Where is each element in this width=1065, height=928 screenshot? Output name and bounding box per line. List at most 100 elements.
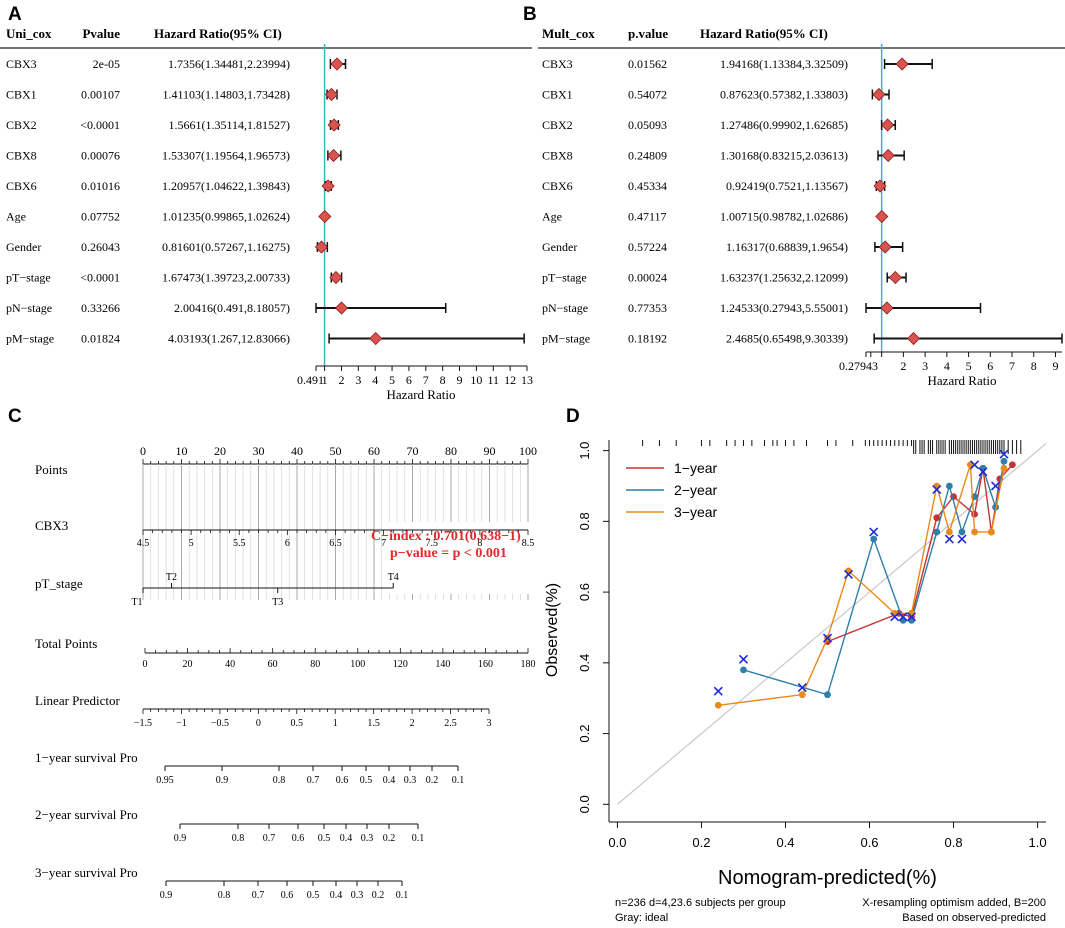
row-label: CBX1 <box>6 88 37 102</box>
row-hazard-ratio-text: 1.27486(0.99902,1.62685) <box>720 118 848 132</box>
row-pvalue: 0.57224 <box>628 240 667 254</box>
survival-tick-label: 0.7 <box>307 775 320 786</box>
series-point-3-year <box>891 609 899 617</box>
cbx3-tick-label: 6.5 <box>329 538 342 549</box>
row-pvalue: 0.05093 <box>628 118 667 132</box>
points-tick-label: 80 <box>445 444 457 458</box>
y-tick-label: 0.2 <box>577 725 592 743</box>
resampled-cross-mark <box>932 484 942 495</box>
series-point-3-year <box>714 701 722 709</box>
linear-predictor-tick-label: 2.5 <box>444 718 457 729</box>
row-label: Gender <box>6 240 41 254</box>
cbx3-tick-label: 8 <box>477 538 482 549</box>
row-label: 1−year survival Pro <box>35 750 138 765</box>
row-pvalue: 0.01562 <box>628 57 667 71</box>
resampled-cross-mark <box>797 683 807 693</box>
series-point-3-year <box>945 528 953 536</box>
x-tick-label: 3 <box>922 359 928 373</box>
cbx3-tick-label: 7 <box>381 538 386 549</box>
row-label: CBX8 <box>542 149 573 163</box>
row-pvalue: 0.26043 <box>81 240 120 254</box>
survival-tick-label: 0.2 <box>383 833 396 844</box>
row-hazard-ratio-text: 1.20957(1.04622,1.39843) <box>162 179 290 193</box>
forest-plot-univariate: Uni_cox Pvalue Hazard Ratio(95% CI) CBX3 2e-… <box>0 26 533 402</box>
x-tick-label: 0.6 <box>860 835 878 850</box>
row-hazard-ratio-text: 1.63237(1.25632,2.12099) <box>720 271 848 285</box>
row-label: pT_stage <box>35 576 83 591</box>
row-label: pN−stage <box>542 301 588 315</box>
row-label: Total Points <box>35 636 97 651</box>
survival-tick-label: 0.1 <box>396 890 409 901</box>
x-tick-label: 5 <box>966 359 972 373</box>
row-label: Linear Predictor <box>35 693 120 708</box>
x-tick-label: 2 <box>900 359 906 373</box>
x-tick-label: 1 <box>322 373 328 387</box>
y-tick-label: 0.6 <box>577 583 592 601</box>
row-hazard-ratio-text: 2.4685(0.65498,9.30339) <box>726 332 848 346</box>
row-pvalue: 0.24809 <box>628 149 667 163</box>
x-tick-label: 12 <box>504 373 516 387</box>
hazard-ratio-diamond <box>880 301 894 315</box>
total-points-tick-label: 160 <box>478 659 493 670</box>
row-pvalue: 0.45334 <box>628 179 667 193</box>
survival-tick-label: 0.4 <box>330 890 343 901</box>
x-axis-label: Nomogram-predicted(%) <box>718 867 937 889</box>
row-hazard-ratio-text: 1.5661(1.35114,1.81527) <box>168 118 290 132</box>
hazard-ratio-diamond <box>881 148 895 163</box>
x-tick-label: 4 <box>372 373 378 387</box>
hazard-ratio-diamond <box>330 57 344 71</box>
y-tick-label: 0.8 <box>577 512 592 530</box>
series-point-2-year <box>740 666 747 674</box>
nomogram: Points CBX3 pT_stage Total Points Linear Pre… <box>35 444 537 901</box>
survival-tick-label: 0.8 <box>232 833 245 844</box>
row-label: CBX6 <box>6 179 37 193</box>
row-label: Age <box>542 210 562 224</box>
resampled-cross-mark <box>890 612 900 622</box>
row-label: Points <box>35 462 68 477</box>
row-label: pT−stage <box>6 271 51 285</box>
x-axis-label: Hazard Ratio <box>387 387 456 402</box>
x-tick-label: 0.4 <box>776 835 794 850</box>
series-point-2-year <box>908 616 915 624</box>
series-line-1-year <box>827 464 1013 643</box>
x-tick-label: 1.0 <box>1029 835 1047 850</box>
resampled-cross-mark <box>898 612 908 622</box>
total-points-tick-label: 40 <box>225 659 235 670</box>
x-tick-label: 6 <box>987 359 993 373</box>
series-point-1-year <box>1008 461 1016 469</box>
pvalue-annotation: p−value = p < 0.001 <box>390 546 507 561</box>
survival-tick-label: 0.4 <box>340 833 353 844</box>
y-tick-label: 1.0 <box>577 442 592 460</box>
cbx3-tick-label: 4.5 <box>137 538 150 549</box>
panel-letter-c: C <box>8 406 22 427</box>
x-tick-label: 2 <box>338 373 344 387</box>
hazard-ratio-diamond <box>314 240 329 254</box>
series-line-3-year <box>718 464 1005 706</box>
row-hazard-ratio-text: 0.92419(0.7521,1.13567) <box>726 179 848 193</box>
x-tick-label: 8 <box>440 373 446 387</box>
hazard-ratio-diamond <box>875 209 889 224</box>
survival-tick-label: 0.5 <box>360 775 373 786</box>
resampled-cross-mark <box>957 534 967 544</box>
series-point-3-year <box>908 609 915 617</box>
survival-tick-label: 0.3 <box>404 775 417 786</box>
survival-tick-label: 0.1 <box>452 775 465 786</box>
x-tick-label: 3 <box>355 373 361 387</box>
forest-plot-multivariate: Mult_cox p.value Hazard Ratio(95% CI) CBX3 0… <box>538 26 1065 388</box>
row-label: pN−stage <box>6 301 52 315</box>
series-point-2-year <box>979 464 987 472</box>
resampled-cross-mark <box>991 481 1001 491</box>
row-pvalue: 0.00107 <box>81 88 120 102</box>
linear-predictor-tick-label: 3 <box>487 718 492 729</box>
survival-tick-label: 0.9 <box>160 890 173 901</box>
series-point-2-year <box>824 691 831 699</box>
x-tick-label: 6 <box>406 373 412 387</box>
row-hazard-ratio-text: 1.41103(1.14803,1.73428) <box>162 88 290 102</box>
x-tick-label: 5 <box>389 373 395 387</box>
header-name: Mult_cox <box>542 26 595 41</box>
y-tick-label: 0.0 <box>577 795 592 813</box>
total-points-tick-label: 180 <box>521 659 536 670</box>
hazard-ratio-diamond <box>318 209 332 224</box>
hazard-ratio-diamond <box>881 118 895 132</box>
